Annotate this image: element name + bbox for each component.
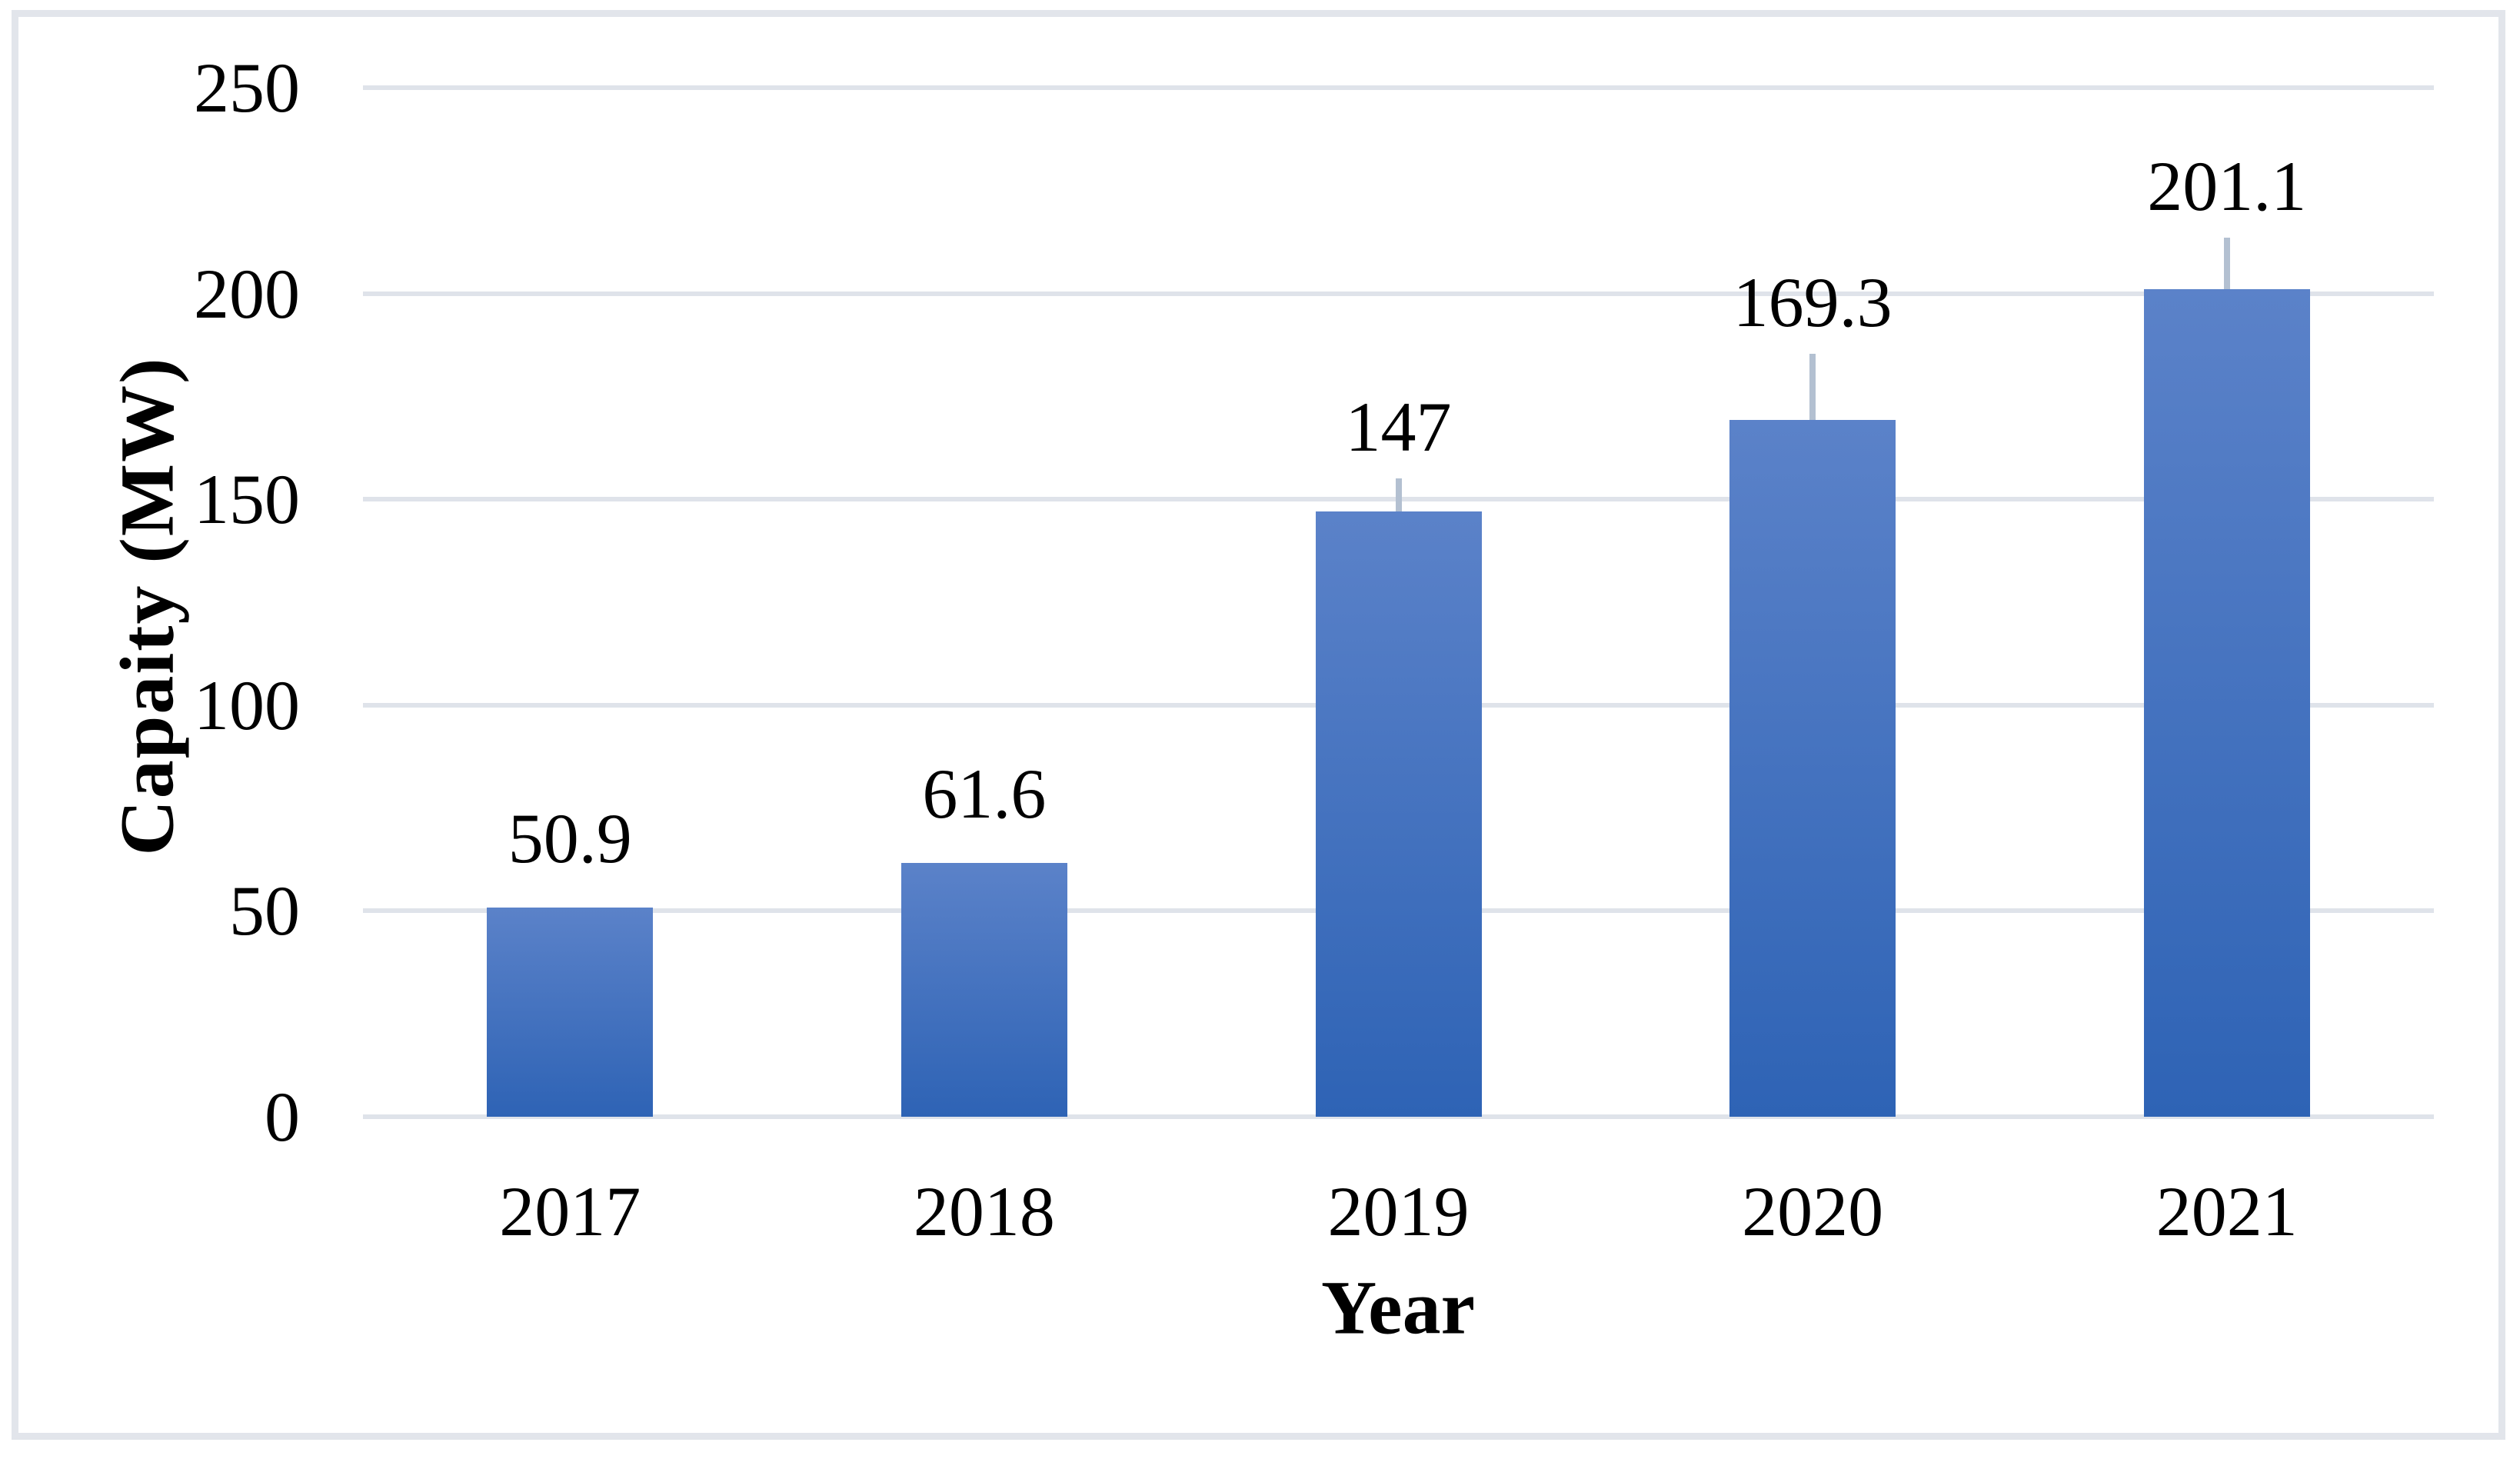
bar-value-label-2020: 169.3 [1733,263,1892,342]
y-tick-label-250: 250 [194,48,300,127]
x-tick-label-2018: 2018 [913,1172,1055,1251]
error-bar-2021 [2223,237,2230,297]
bar-value-label-2018: 61.6 [922,754,1047,834]
bar-value-label-2019: 147 [1345,388,1452,467]
x-tick-label-2020: 2020 [1742,1172,1884,1251]
y-tick-label-150: 150 [194,460,300,539]
x-axis-title: Year [1321,1264,1475,1351]
y-axis-title: Capaity (MW) [104,356,190,856]
y-tick-label-50: 50 [229,871,300,951]
gridline-0 [363,1114,2434,1119]
y-tick-label-0: 0 [265,1078,300,1156]
bar-value-label-2017: 50.9 [508,798,632,878]
y-tick-label-200: 200 [194,254,300,333]
error-bar-2019 [1395,478,1402,520]
y-tick-label-100: 100 [194,665,300,744]
x-tick-label-2019: 2019 [1327,1172,1470,1251]
x-tick-label-2021: 2021 [2155,1172,2298,1251]
bar-2021 [2143,288,2310,1117]
x-tick-label-2017: 2017 [499,1172,641,1251]
bar-2018 [900,863,1067,1117]
chart-frame [12,10,2505,1440]
error-bar-2020 [1809,354,1816,428]
gridline-200 [363,291,2434,296]
bar-2020 [1729,419,1896,1117]
bar-2017 [487,907,654,1117]
bar-value-label-2021: 201.1 [2147,146,2307,225]
gridline-250 [363,85,2434,90]
bar-2019 [1315,511,1482,1117]
